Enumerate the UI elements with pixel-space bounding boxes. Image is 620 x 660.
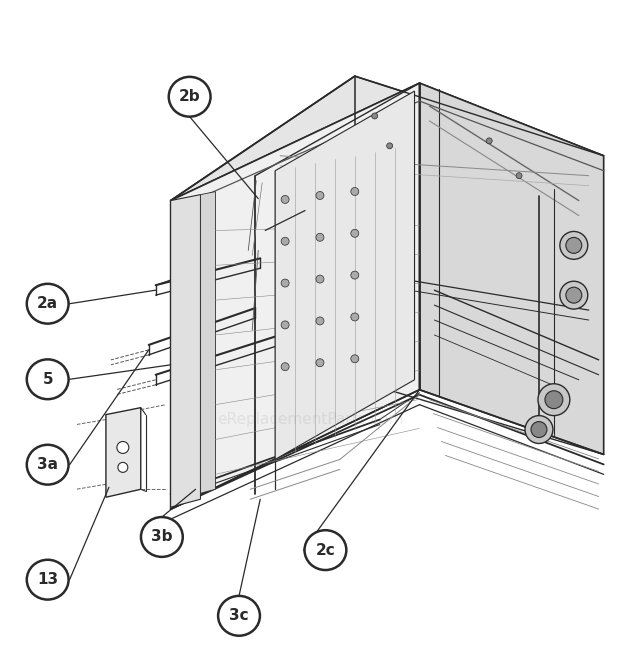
Circle shape (531, 422, 547, 438)
Text: eReplacementParts.com: eReplacementParts.com (217, 412, 403, 427)
Ellipse shape (141, 517, 183, 557)
Circle shape (560, 232, 588, 259)
Text: 2a: 2a (37, 296, 58, 312)
Circle shape (566, 287, 582, 303)
Polygon shape (420, 83, 604, 455)
Circle shape (351, 229, 359, 238)
Circle shape (351, 271, 359, 279)
Ellipse shape (169, 77, 211, 117)
Circle shape (525, 416, 553, 444)
Circle shape (281, 195, 289, 203)
Circle shape (281, 238, 289, 246)
Circle shape (316, 275, 324, 283)
Text: 3b: 3b (151, 529, 172, 544)
Circle shape (316, 191, 324, 199)
Ellipse shape (218, 596, 260, 636)
Circle shape (560, 281, 588, 309)
Circle shape (387, 143, 392, 148)
Text: 3a: 3a (37, 457, 58, 472)
Circle shape (118, 463, 128, 473)
Text: 2c: 2c (316, 543, 335, 558)
Ellipse shape (27, 284, 69, 323)
Circle shape (566, 238, 582, 253)
Circle shape (545, 391, 563, 409)
Circle shape (316, 359, 324, 367)
Circle shape (316, 233, 324, 242)
Ellipse shape (27, 359, 69, 399)
Polygon shape (106, 408, 141, 497)
Polygon shape (275, 91, 415, 459)
Polygon shape (200, 191, 215, 493)
Ellipse shape (27, 560, 69, 599)
Text: 3c: 3c (229, 609, 249, 623)
Circle shape (486, 138, 492, 144)
Ellipse shape (27, 445, 69, 484)
Circle shape (372, 113, 378, 119)
Circle shape (281, 279, 289, 287)
Circle shape (281, 363, 289, 371)
Polygon shape (170, 83, 420, 510)
Circle shape (351, 187, 359, 195)
Circle shape (538, 383, 570, 416)
Polygon shape (170, 195, 200, 507)
Polygon shape (170, 76, 604, 201)
Circle shape (351, 313, 359, 321)
Circle shape (351, 355, 359, 363)
Circle shape (117, 442, 129, 453)
Ellipse shape (304, 530, 347, 570)
Circle shape (516, 173, 522, 179)
Text: 2b: 2b (179, 89, 200, 104)
Circle shape (281, 321, 289, 329)
Circle shape (316, 317, 324, 325)
Text: 5: 5 (42, 372, 53, 387)
Text: 13: 13 (37, 572, 58, 587)
